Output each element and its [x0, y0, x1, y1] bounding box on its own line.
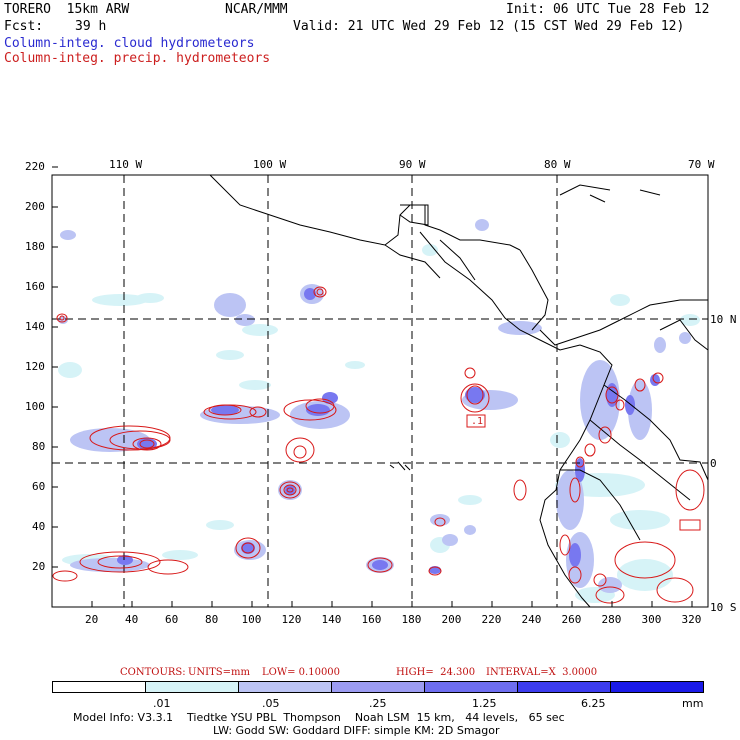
y-tick-label: 60: [32, 480, 46, 493]
y-tick-label: 120: [25, 360, 45, 373]
x-tick-label: 260: [561, 613, 582, 626]
contours-high: HIGH= 24.300: [396, 667, 476, 678]
lon-label-110w: 110 W: [109, 158, 143, 171]
precip-contours: [52, 286, 705, 604]
colorbar-segment: [238, 681, 332, 693]
x-tick-label: 40: [125, 613, 139, 626]
y-tick-label: 220: [25, 160, 45, 173]
x-tick-label: 80: [205, 613, 219, 626]
y-tick-label: 20: [32, 560, 46, 573]
center-label: NCAR/MMM: [225, 2, 288, 17]
x-tick-label: 100: [241, 613, 262, 626]
lon-label-100w: 100 W: [253, 158, 287, 171]
contours-units: UNITS=mm: [188, 667, 250, 678]
colorbar-segment: [517, 681, 611, 693]
contours-low: LOW= 0.10000: [262, 667, 341, 678]
model-info-line1: Model Info: V3.3.1 Tiedtke YSU PBL Thomp…: [73, 711, 565, 724]
colorbar-label-001: .01: [153, 697, 171, 710]
legend-precip: Column-integ. precip. hydrometeors: [4, 51, 271, 66]
colorbar-units: mm: [682, 697, 704, 710]
x-tick-label: 160: [361, 613, 382, 626]
model-info-line2: LW: Godd SW: Goddard DIFF: simple KM: 2D…: [213, 724, 500, 737]
x-tick-label: 20: [85, 613, 99, 626]
y-tick-label: 80: [32, 440, 46, 453]
x-tick-label: 320: [681, 613, 702, 626]
colorbar-label-625: 6.25: [581, 697, 606, 710]
colorbar-segment: [145, 681, 239, 693]
lon-label-80w: 80 W: [544, 158, 571, 171]
y-tick-label: 160: [25, 280, 45, 293]
x-tick-label: 180: [401, 613, 422, 626]
fcst-value: 39 h: [75, 19, 107, 34]
x-tick-label: 300: [641, 613, 662, 626]
y-tick-label: 180: [25, 240, 45, 253]
x-tick-label: 240: [521, 613, 542, 626]
colorbar-segment: [610, 681, 704, 693]
x-tick-label: 120: [281, 613, 302, 626]
lat-label-10n: 10 N: [710, 313, 737, 326]
y-tick-label: 140: [25, 320, 45, 333]
model-title: TORERO 15km ARW: [4, 2, 130, 17]
lon-label-90w: 90 W: [399, 158, 426, 171]
x-tick-label: 220: [481, 613, 502, 626]
colorbar-label-025: .25: [369, 697, 387, 710]
x-tick-label: 60: [165, 613, 179, 626]
y-tick-label: 200: [25, 200, 45, 213]
contour-label: .1: [471, 416, 484, 427]
lon-label-70w: 70 W: [688, 158, 715, 171]
legend-cloud: Column-integ. cloud hydrometeors: [4, 36, 255, 51]
y-tick-label: 40: [32, 520, 46, 533]
contours-interval: INTERVAL=X 3.0000: [486, 667, 598, 678]
latlon-grid: [52, 175, 708, 607]
lat-label-10s: 10 S: [710, 601, 737, 614]
fcst-label: Fcst:: [4, 19, 44, 34]
colorbar-segment: [424, 681, 518, 693]
contours-label: CONTOURS:: [120, 667, 186, 678]
colorbar-segment: [52, 681, 146, 693]
x-tick-label: 200: [441, 613, 462, 626]
colorbar-segment: [331, 681, 425, 693]
colorbar-label-125: 1.25: [472, 697, 497, 710]
x-tick-label: 280: [601, 613, 622, 626]
y-tick-label: 100: [25, 400, 45, 413]
axis-ticks: [52, 166, 693, 607]
valid-time: Valid: 21 UTC Wed 29 Feb 12 (15 CST Wed …: [293, 19, 685, 34]
lat-label-0: 0: [710, 457, 717, 470]
x-tick-label: 140: [321, 613, 342, 626]
colorbar-label-005: .05: [262, 697, 280, 710]
init-time: Init: 06 UTC Tue 28 Feb 12: [506, 2, 710, 17]
